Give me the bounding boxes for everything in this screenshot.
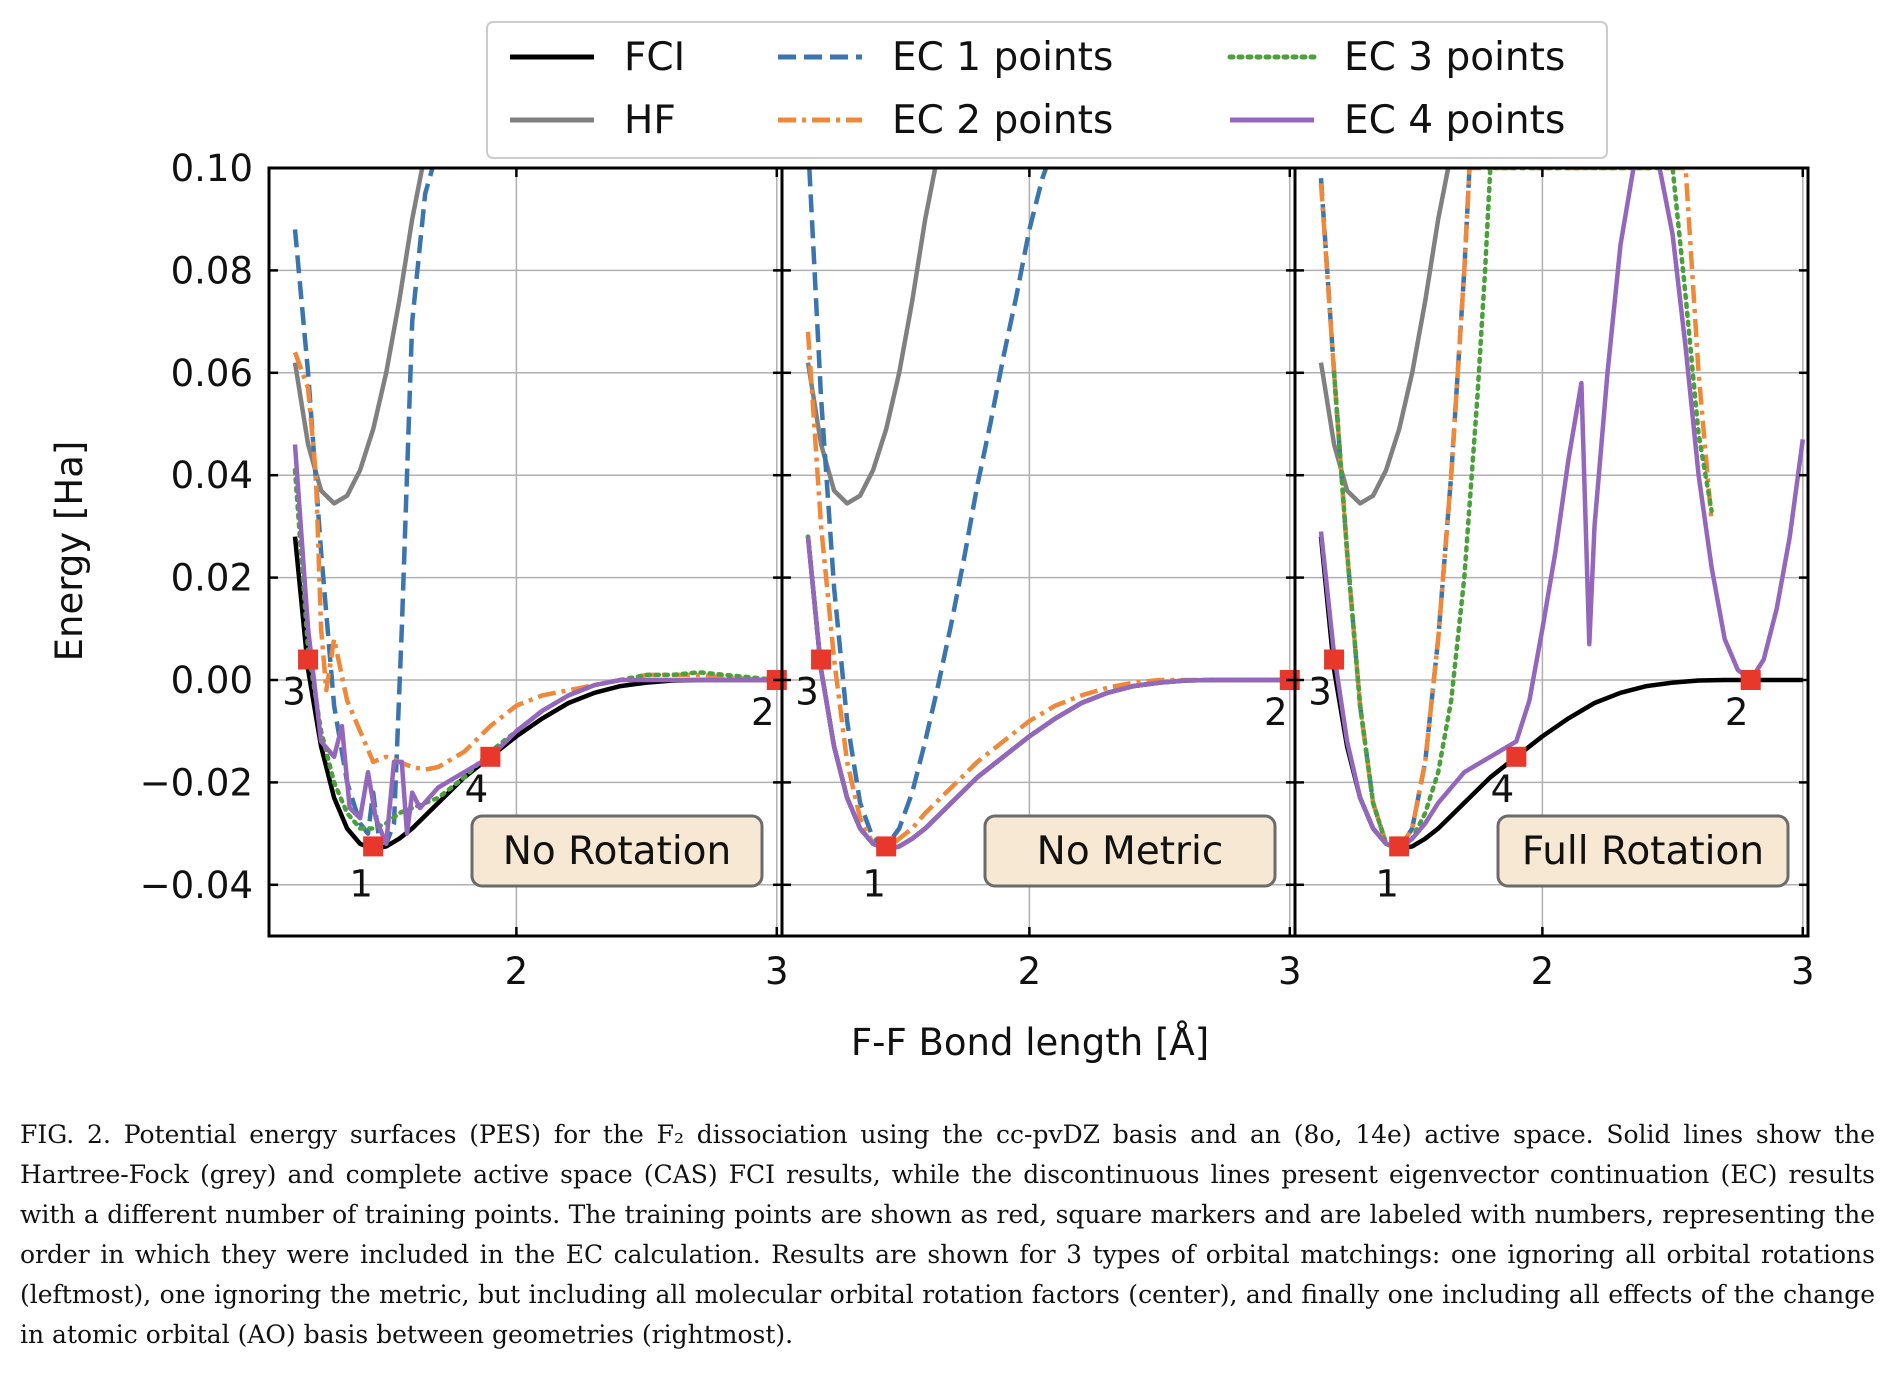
panel-label-box [470, 814, 764, 888]
series-group [292, 168, 780, 852]
legend-frame [486, 21, 1608, 159]
training-point-label: 1 [862, 862, 886, 905]
x-axis-label: F-F Bond length [Å] [851, 1020, 1209, 1064]
axes-frame [1293, 166, 1810, 938]
training-point-label: 4 [1491, 768, 1515, 811]
training-point-marker [298, 649, 319, 670]
x-tick-label: 3 [1791, 950, 1815, 993]
series-line-ec-1-points [807, 168, 1049, 849]
training-point-label: 1 [349, 862, 373, 905]
training-point-marker [1389, 836, 1410, 857]
figure: FCI HF EC 1 points EC 2 points EC 3 points EC… [48, 21, 1815, 1064]
series-line-ec-2-points [805, 331, 1290, 852]
legend-label: HF [624, 98, 676, 143]
panel-label-box [1496, 814, 1790, 888]
series-group [1318, 168, 1806, 852]
y-tick-label: −0.04 [140, 864, 253, 907]
legend-label: FCI [624, 35, 685, 80]
training-point-label: 2 [1725, 691, 1749, 734]
training-point-marker [1506, 746, 1527, 767]
panel-label: No Metric [1037, 829, 1224, 874]
legend-item-hf: HF [510, 98, 676, 143]
panel-no-metric: 1 2 3 No Metric 2 3 [780, 166, 1302, 993]
panel-label-box [983, 814, 1277, 888]
training-point-marker [876, 836, 897, 857]
legend-item-fci: FCI [510, 35, 685, 80]
x-tick-label: 2 [505, 950, 529, 993]
x-tick-label: 2 [1531, 950, 1555, 993]
y-tick-label: 0.08 [171, 249, 253, 292]
panel-no-rotation: 1 2 3 4 No Rotation 2 3 −0.04 −0.02 0.00 0.02 0.04 0… [140, 147, 789, 993]
training-point-marker [1740, 670, 1761, 690]
x-tick-label: 2 [1018, 950, 1042, 993]
training-point-label: 2 [751, 691, 775, 734]
y-tick-label: 0.06 [171, 352, 253, 395]
legend-item-ec-4-points: EC 4 points [1230, 98, 1565, 143]
legend-label: EC 1 points [892, 35, 1113, 80]
x-tick-label: 3 [765, 950, 789, 993]
training-point-marker [363, 836, 384, 857]
x-tick-label: 3 [1278, 950, 1302, 993]
training-point-label: 3 [795, 671, 819, 714]
caption-text: FIG. 2. Potential energy surfaces (PES) … [20, 1120, 1875, 1349]
training-point-marker [1324, 649, 1345, 670]
y-tick-label: 0.02 [171, 557, 253, 600]
y-axis-label: Energy [Ha] [48, 441, 91, 662]
legend-label: EC 3 points [1344, 35, 1565, 80]
series-line-fci [292, 536, 777, 852]
series-line-ec-3-points [805, 534, 1293, 852]
training-point-label: 2 [1264, 691, 1288, 734]
series-line-fci [805, 536, 1290, 852]
legend-item-ec-1-points: EC 1 points [778, 35, 1113, 80]
panel-label: Full Rotation [1522, 829, 1764, 874]
series-line-ec-4-points [805, 536, 1290, 852]
legend: FCI HF EC 1 points EC 2 points EC 3 points EC… [486, 21, 1608, 159]
y-tick-label: 0.10 [171, 147, 253, 190]
legend-item-ec-3-points: EC 3 points [1227, 35, 1565, 80]
series-line-ec-3-points [1331, 168, 1714, 852]
y-tick-label: −0.02 [140, 761, 253, 804]
training-point-marker [811, 649, 832, 670]
training-point-label: 4 [465, 768, 489, 811]
panel-label: No Rotation [503, 829, 732, 874]
y-tick-label: 0.00 [171, 659, 253, 702]
legend-label: EC 2 points [892, 98, 1113, 143]
y-tick-label: 0.04 [171, 454, 253, 497]
series-line-ec-4-points [1318, 168, 1806, 852]
training-point-label: 1 [1375, 862, 1399, 905]
series-line-ec-2-points [292, 351, 777, 772]
series-line-hf [805, 168, 938, 506]
legend-item-ec-2-points: EC 2 points [778, 98, 1113, 143]
training-point-marker [480, 746, 501, 767]
figure-caption: FIG. 2. Potential energy surfaces (PES) … [20, 1115, 1875, 1355]
legend-label: EC 4 points [1344, 98, 1565, 143]
training-point-label: 3 [282, 671, 306, 714]
series-line-ec-4-points [292, 444, 777, 847]
series-group [805, 168, 1293, 852]
training-point-label: 3 [1308, 671, 1332, 714]
